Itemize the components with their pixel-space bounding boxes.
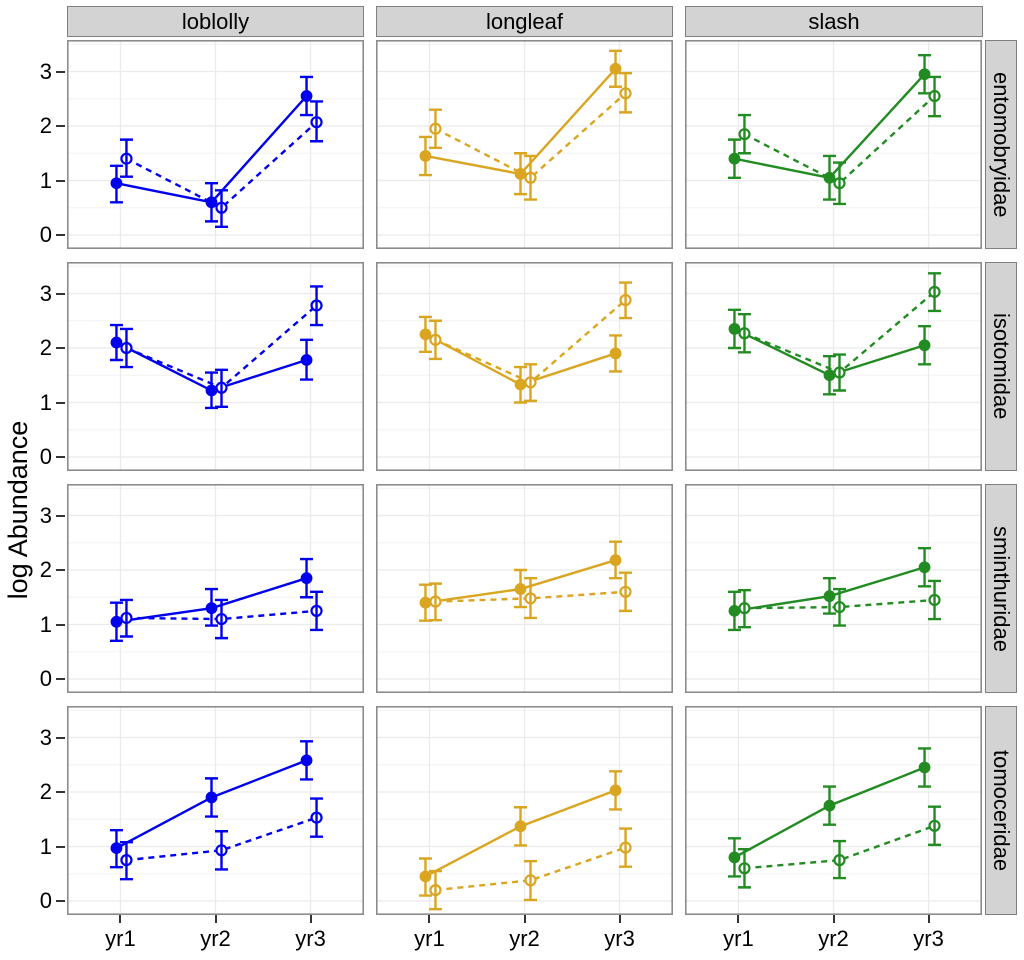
facet-strip-label: longleaf bbox=[485, 8, 564, 34]
y-axis-tick-label: 2 bbox=[39, 557, 52, 582]
x-axis-tick bbox=[309, 915, 312, 923]
y-axis-tick-label: 1 bbox=[39, 833, 52, 859]
y-axis-tick bbox=[56, 401, 65, 404]
panel-longleaf-sminthuridae bbox=[376, 484, 673, 693]
y-axis-tick-label: 0 bbox=[39, 222, 52, 247]
panel-loblolly-tomoceridae bbox=[67, 706, 364, 915]
panel-loblolly-sminthuridae bbox=[67, 484, 364, 693]
panel-loblolly-entomobryidae bbox=[67, 40, 364, 249]
x-axis-tick bbox=[428, 915, 431, 923]
y-axis-tick-label: 0 bbox=[39, 444, 52, 469]
panel-slash-sminthuridae bbox=[685, 484, 982, 693]
facet-strip-row-isotomidae: isotomidae bbox=[985, 262, 1017, 471]
facet-strip-column-loblolly: loblolly bbox=[67, 6, 364, 37]
facet-strip-label: sminthuridae bbox=[989, 525, 1014, 652]
panel-slash-entomobryidae bbox=[685, 40, 982, 249]
y-axis-tick bbox=[56, 234, 65, 236]
x-axis-tick bbox=[523, 915, 526, 923]
panel-slash-isotomidae bbox=[685, 262, 982, 471]
x-axis-tick-label: yr2 bbox=[818, 926, 849, 951]
y-axis-tick bbox=[56, 678, 65, 680]
x-axis-tick-label: yr1 bbox=[723, 926, 754, 951]
x-axis-tick bbox=[119, 915, 122, 923]
x-axis-tick-label: yr1 bbox=[414, 926, 445, 951]
y-axis-tick-label: 3 bbox=[39, 280, 52, 306]
y-axis-tick bbox=[56, 514, 65, 517]
x-axis-tick bbox=[927, 915, 930, 923]
panel-loblolly-isotomidae bbox=[67, 262, 364, 471]
facet-strip-column-longleaf: longleaf bbox=[376, 6, 673, 37]
y-axis-tick bbox=[56, 569, 65, 571]
x-axis-tick bbox=[618, 915, 621, 923]
facet-strip-row-entomobryidae: entomobryidae bbox=[985, 40, 1017, 249]
x-axis-tick-label: yr2 bbox=[200, 926, 231, 951]
y-axis-tick-label: 0 bbox=[39, 888, 52, 913]
facet-strip-label: tomoceridae bbox=[989, 749, 1014, 872]
y-axis-tick bbox=[56, 125, 65, 127]
panel-longleaf-tomoceridae bbox=[376, 706, 673, 915]
y-axis-tick-label: 3 bbox=[39, 58, 52, 84]
x-axis-tick-label: yr3 bbox=[913, 926, 944, 951]
x-axis-tick bbox=[737, 915, 740, 923]
y-axis-tick bbox=[56, 623, 65, 626]
y-axis-tick-label: 2 bbox=[39, 113, 52, 138]
y-axis-tick-label: 1 bbox=[39, 611, 52, 637]
panel-slash-tomoceridae bbox=[685, 706, 982, 915]
facet-strip-column-slash: slash bbox=[685, 6, 983, 37]
panel-longleaf-entomobryidae bbox=[376, 40, 673, 249]
y-axis-tick bbox=[56, 347, 65, 349]
y-axis-tick-label: 2 bbox=[39, 335, 52, 360]
y-axis-tick-label: 3 bbox=[39, 724, 52, 750]
y-axis-tick-label: 1 bbox=[39, 389, 52, 415]
y-axis-tick bbox=[56, 736, 65, 739]
facet-strip-row-tomoceridae: tomoceridae bbox=[985, 706, 1017, 915]
facet-strip-row-sminthuridae: sminthuridae bbox=[985, 484, 1017, 693]
x-axis-tick-label: yr1 bbox=[105, 926, 136, 951]
y-axis-tick bbox=[56, 70, 65, 73]
facet-strip-label: slash bbox=[808, 8, 860, 34]
y-axis-tick bbox=[56, 456, 65, 458]
x-axis-tick-label: yr2 bbox=[509, 926, 540, 951]
y-axis-tick-label: 2 bbox=[39, 779, 52, 804]
facet-strip-label: entomobryidae bbox=[989, 71, 1014, 218]
x-axis-tick bbox=[832, 915, 835, 923]
y-axis-tick bbox=[56, 179, 65, 182]
facet-strip-label: loblolly bbox=[181, 8, 250, 34]
y-axis-tick bbox=[56, 292, 65, 295]
facet-strip-label: isotomidae bbox=[989, 313, 1014, 420]
y-axis-tick-label: 0 bbox=[39, 666, 52, 691]
y-axis-tick-label: 1 bbox=[39, 167, 52, 193]
panel-longleaf-isotomidae bbox=[376, 262, 673, 471]
x-axis-tick bbox=[214, 915, 217, 923]
x-axis-tick-label: yr3 bbox=[295, 926, 326, 951]
y-axis-tick bbox=[56, 900, 65, 902]
y-axis-tick-label: 3 bbox=[39, 502, 52, 528]
y-axis-tick bbox=[56, 845, 65, 848]
x-axis-tick-label: yr3 bbox=[604, 926, 635, 951]
y-axis-tick bbox=[56, 791, 65, 793]
